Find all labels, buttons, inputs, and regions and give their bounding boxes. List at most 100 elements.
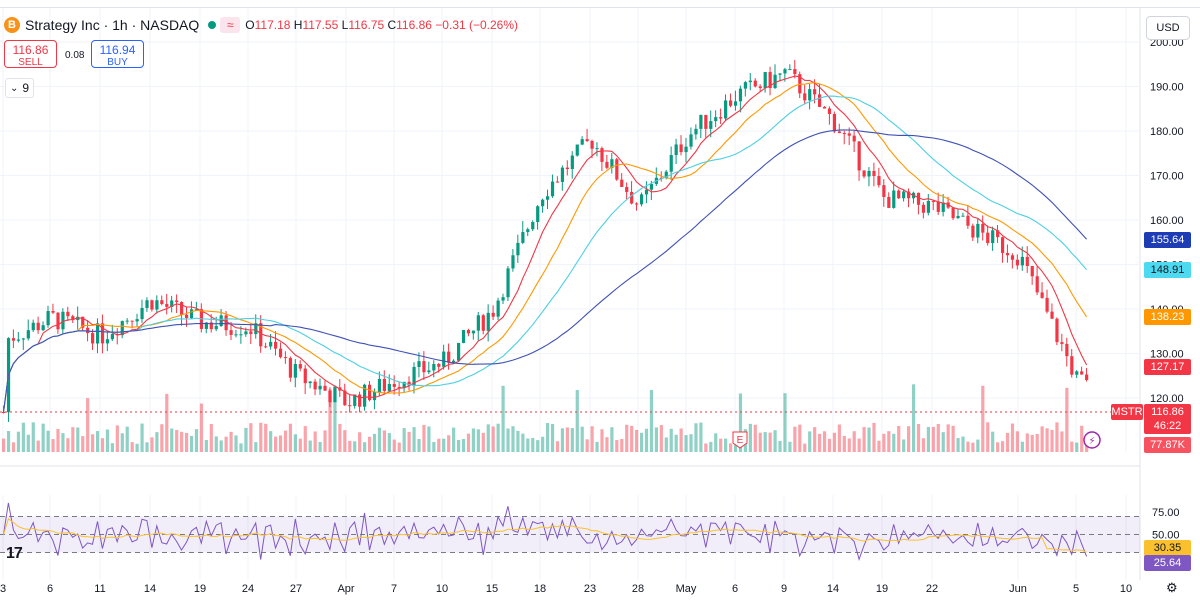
candle — [447, 351, 451, 363]
candle — [1040, 292, 1044, 298]
candle — [546, 196, 550, 200]
volume-bar — [526, 438, 530, 452]
volume-bar — [402, 428, 406, 452]
candle — [610, 159, 614, 168]
rsi-badge: 25.64 — [1144, 555, 1191, 571]
candle — [941, 202, 945, 212]
candle — [595, 148, 599, 150]
indicators-toggle-button[interactable]: ⌄ 9 — [5, 78, 35, 98]
volume-bar — [620, 438, 624, 452]
volume-bar — [91, 434, 95, 452]
candle — [605, 161, 609, 168]
volume-bar — [323, 430, 327, 452]
volume-bar — [95, 431, 100, 452]
volume-bar — [531, 437, 535, 452]
volume-bar — [180, 431, 184, 452]
candle — [808, 89, 812, 101]
x-tick-label: 10 — [436, 583, 448, 595]
volume-bar — [239, 443, 243, 452]
volume-bar — [763, 432, 767, 452]
ma-orange-line — [2, 82, 1088, 413]
candle — [105, 339, 110, 344]
x-tick-label: 10 — [1120, 583, 1132, 595]
candle — [160, 300, 164, 305]
candle — [46, 311, 50, 326]
volume-bar — [966, 441, 970, 452]
ma-red-badge: 127.17 — [1144, 359, 1191, 375]
candle — [11, 338, 16, 341]
volume-bar — [140, 423, 144, 452]
volume-bar — [546, 423, 550, 452]
volume-bar — [1040, 426, 1044, 452]
candle — [852, 135, 856, 142]
candle — [664, 171, 668, 178]
volume-bar — [31, 422, 35, 452]
candle — [417, 361, 421, 367]
candle — [120, 321, 124, 336]
candle — [288, 357, 293, 378]
y-tick-label: 130.00 — [1150, 349, 1184, 361]
candle — [902, 191, 906, 199]
candle — [768, 72, 772, 88]
volume-bar — [887, 431, 891, 452]
data-quality-icon[interactable]: ≈ — [220, 17, 241, 33]
candle — [516, 242, 520, 256]
candle — [392, 383, 396, 387]
candle — [36, 322, 40, 331]
volume-bar — [709, 441, 713, 452]
candle — [536, 206, 540, 223]
y-tick-label: 160.00 — [1150, 215, 1184, 227]
candle — [130, 320, 134, 322]
volume-bar — [541, 436, 545, 452]
volume-bar — [437, 438, 441, 452]
gear-icon[interactable]: ⚙ — [1166, 580, 1178, 595]
candle — [194, 309, 199, 311]
volume-bar — [936, 424, 940, 452]
volume-bar — [199, 403, 204, 452]
volume-bar — [1030, 434, 1034, 452]
candle — [981, 223, 985, 233]
candle — [976, 223, 980, 238]
volume-bar — [1080, 425, 1084, 452]
volume-bar — [1055, 422, 1059, 452]
volume-bar — [674, 434, 678, 452]
symbol-logo-icon[interactable]: B — [4, 17, 20, 33]
candle — [66, 311, 70, 317]
volume-bar — [639, 432, 644, 452]
candle — [422, 361, 426, 373]
volume-bar — [669, 428, 673, 452]
x-tick-label: 27 — [290, 583, 302, 595]
volume-bar — [194, 429, 199, 452]
candle — [432, 364, 436, 371]
volume-bar — [476, 429, 480, 452]
x-tick-label: May — [676, 583, 697, 595]
candle — [1085, 374, 1089, 381]
x-tick-label: Jun — [1009, 583, 1027, 595]
candle — [813, 89, 817, 95]
currency-select[interactable]: USD — [1146, 16, 1190, 40]
volume-bar — [902, 439, 906, 452]
market-open-status-icon[interactable] — [208, 21, 217, 29]
volume-bar — [412, 427, 416, 452]
volume-bar — [511, 426, 515, 452]
candle — [71, 316, 75, 321]
x-tick-label: 7 — [391, 583, 397, 595]
volume-bar — [283, 430, 288, 452]
candle — [531, 222, 535, 230]
volume-bar — [452, 427, 456, 452]
ticker-badge: MSTR — [1111, 404, 1143, 420]
rsi-tick-label: 50.00 — [1152, 530, 1180, 542]
candle — [748, 80, 752, 83]
buy-button[interactable]: 116.94 BUY — [91, 40, 144, 68]
candle — [887, 196, 891, 208]
candle — [931, 200, 935, 202]
candle — [382, 378, 386, 391]
x-tick-label: 3 — [0, 583, 6, 595]
symbol-title[interactable]: Strategy Inc · 1h · NASDAQ — [25, 17, 200, 33]
sell-button[interactable]: 116.86 SELL — [4, 40, 57, 68]
tradingview-logo[interactable]: 17 — [6, 545, 23, 562]
volume-bar — [832, 432, 837, 452]
chevron-down-icon: ⌄ — [10, 82, 19, 94]
volume-bar — [442, 438, 446, 452]
